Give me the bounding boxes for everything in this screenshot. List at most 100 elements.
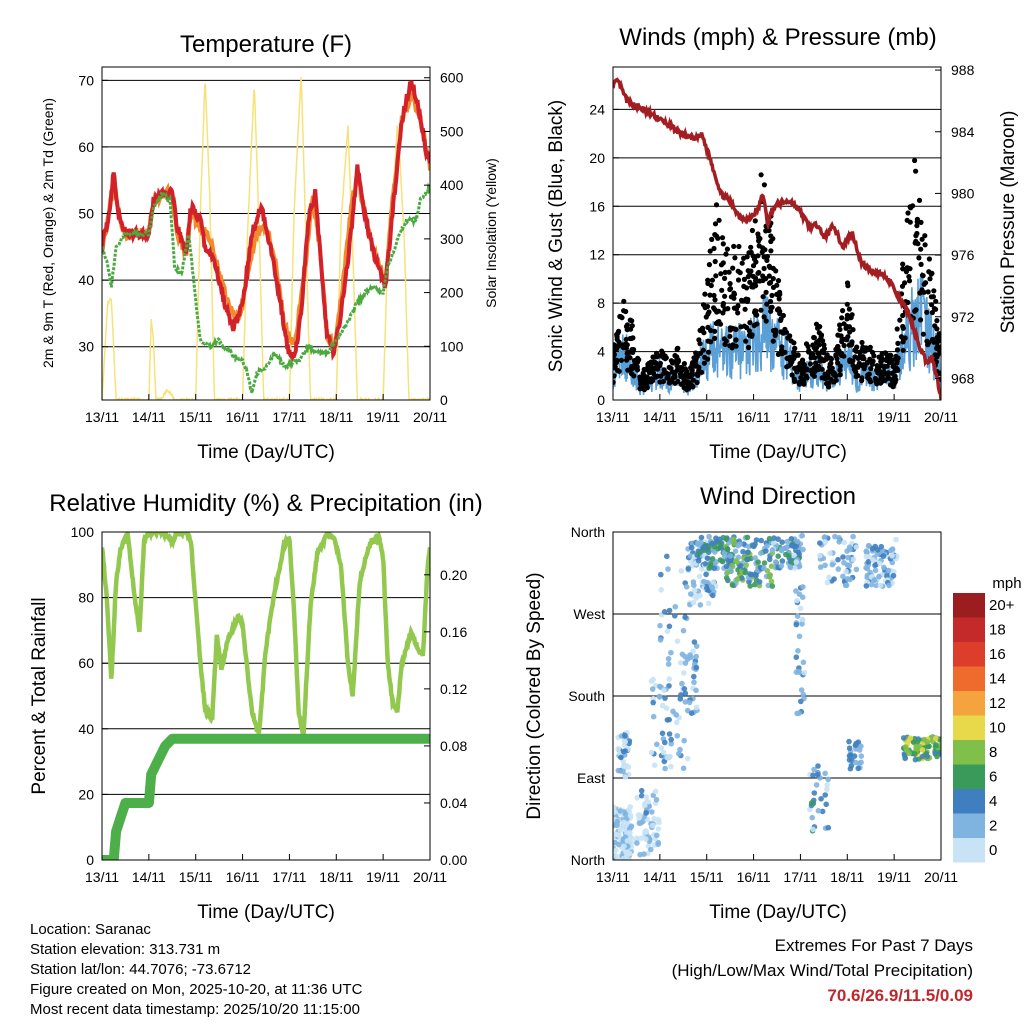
temperature-xlabel: Time (Day/UTC): [197, 442, 335, 463]
direction-point: [914, 739, 921, 745]
direction-point: [797, 605, 804, 612]
direction-point: [693, 687, 699, 694]
direction-point: [913, 743, 920, 750]
y-tick-label: 0: [597, 392, 605, 408]
gust-point: [659, 348, 665, 354]
direction-point: [900, 735, 907, 741]
direction-point: [794, 597, 800, 604]
gust-point: [927, 276, 933, 282]
direction-point: [660, 749, 667, 756]
direction-x-ticks: 13/11 14/11 15/11 16/11 17/11 18/11 19/11 20/11: [596, 854, 958, 885]
direction-point: [795, 648, 801, 654]
gust-point: [624, 350, 630, 357]
gust-point: [712, 335, 718, 341]
direction-point: [744, 556, 750, 563]
gust-point: [768, 238, 774, 245]
humidity-line: [102, 532, 430, 738]
gust-point: [758, 172, 764, 178]
temperature-chart: Temperature (F) 30 40 50 60 70 0 100 200 300 400…: [40, 31, 499, 463]
gust-point: [775, 351, 782, 357]
direction-point: [769, 547, 776, 553]
direction-point: [912, 751, 918, 757]
gust-point: [843, 325, 849, 331]
direction-point: [682, 660, 689, 666]
direction-point: [876, 560, 883, 567]
direction-point: [615, 857, 621, 860]
gust-point: [897, 317, 903, 323]
y2-tick-label: 972: [951, 309, 975, 325]
direction-point: [661, 609, 668, 615]
winds-chart: Winds (mph) & Pressure (mb) 04812162024 …: [546, 24, 1019, 463]
gust-point: [791, 349, 797, 355]
direction-point: [682, 699, 689, 705]
gust-point: [871, 353, 877, 359]
gust-point: [707, 292, 713, 298]
direction-point: [786, 553, 792, 559]
direction-point: [614, 818, 621, 825]
direction-point: [800, 546, 806, 553]
gust-point: [913, 307, 919, 313]
direction-point: [665, 656, 672, 662]
direction-point: [810, 772, 816, 778]
gust-point: [722, 269, 728, 275]
direction-point: [791, 565, 798, 571]
gust-point: [861, 366, 867, 372]
gust-point: [753, 283, 759, 289]
winds-y2-ticks: 968 972 976 980 984 988: [935, 62, 975, 386]
direction-point: [885, 567, 892, 574]
gust-point: [728, 294, 735, 300]
direction-point: [681, 737, 687, 744]
direction-point: [613, 804, 617, 811]
gust-point: [877, 379, 883, 385]
y-tick-label: 8: [597, 295, 605, 311]
direction-point: [711, 565, 718, 572]
gust-point: [615, 330, 621, 336]
direction-point: [687, 591, 694, 597]
y-tick-label: North: [571, 524, 605, 540]
gust-point: [800, 357, 806, 363]
direction-point: [674, 638, 681, 644]
colorbar-swatch: [953, 715, 985, 740]
gust-point: [889, 382, 895, 389]
direction-ylabel: Direction (Colored By Speed): [524, 572, 545, 819]
direction-point: [693, 664, 700, 671]
direction-point: [889, 552, 895, 559]
direction-point: [723, 563, 730, 570]
direction-point: [690, 648, 696, 654]
direction-point: [824, 782, 830, 788]
direction-point: [616, 832, 622, 839]
direction-point: [881, 564, 887, 571]
direction-point: [628, 823, 635, 829]
direction-point: [810, 826, 816, 833]
gust-point: [702, 291, 708, 297]
direction-point: [840, 554, 846, 560]
gust-point: [749, 227, 756, 234]
y2-tick-label: 400: [440, 177, 464, 193]
extremes-panel: Extremes For Past 7 Days (High/Low/Max W…: [672, 933, 973, 1008]
gust-point: [735, 310, 741, 316]
gust-point: [844, 280, 851, 286]
gust-point: [700, 347, 706, 353]
direction-point: [880, 553, 887, 559]
direction-point: [902, 755, 908, 761]
gust-point: [919, 236, 925, 242]
direction-point: [836, 539, 842, 545]
gust-point: [766, 273, 772, 279]
gust-point: [755, 270, 761, 276]
direction-point: [617, 808, 623, 814]
gust-point: [697, 327, 703, 333]
y2-tick-label: 968: [951, 370, 975, 386]
gust-point: [920, 331, 927, 337]
direction-point: [755, 559, 761, 565]
y2-tick-label: 600: [440, 70, 464, 86]
x-tick-label: 16/11: [737, 409, 771, 425]
x-tick-label: 18/11: [319, 869, 353, 885]
direction-point: [822, 562, 828, 569]
direction-point: [740, 548, 746, 555]
direction-point: [697, 602, 704, 608]
direction-point: [704, 585, 710, 591]
gust-point: [847, 315, 853, 321]
direction-point: [624, 838, 631, 844]
direction-point: [656, 693, 663, 700]
